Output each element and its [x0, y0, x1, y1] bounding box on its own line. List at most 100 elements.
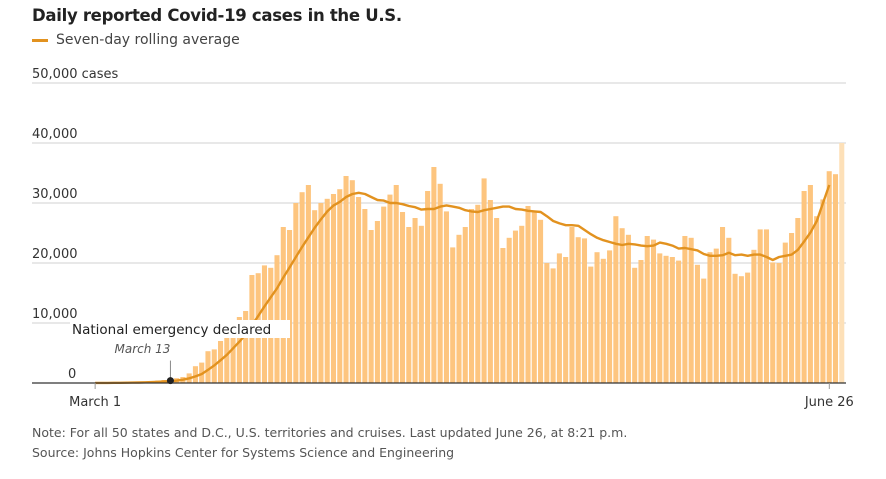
- source-text: Source: Johns Hopkins Center for Systems…: [32, 445, 455, 460]
- bar: [487, 200, 493, 383]
- annotation-label-bg: [70, 320, 290, 338]
- bar: [312, 210, 318, 383]
- y-tick-label: 0: [68, 367, 76, 382]
- bar: [745, 272, 751, 383]
- chart-title: Daily reported Covid-19 cases in the U.S…: [32, 6, 402, 25]
- bar: [399, 212, 406, 383]
- bar: [538, 219, 544, 383]
- bar: [324, 198, 330, 383]
- bar: [236, 317, 242, 383]
- bar: [431, 167, 437, 383]
- bar: [318, 203, 324, 383]
- rolling-average-line: [95, 184, 831, 385]
- bar: [575, 237, 581, 383]
- bar: [832, 174, 839, 383]
- bar: [657, 253, 663, 383]
- bar: [381, 206, 387, 383]
- bar: [701, 278, 707, 383]
- y-tick-label: 40,000: [32, 127, 78, 142]
- bar: [305, 185, 311, 383]
- bar: [343, 176, 349, 383]
- bar: [356, 197, 362, 383]
- annotation-date: March 13: [115, 342, 171, 356]
- bar: [330, 194, 337, 383]
- bar: [632, 267, 638, 383]
- bar: [720, 227, 726, 383]
- bar: [807, 185, 813, 383]
- bar: [205, 351, 211, 383]
- bar: [789, 233, 795, 383]
- bar: [368, 230, 374, 383]
- bar: [726, 237, 732, 383]
- y-tick-label: 20,000: [32, 247, 78, 262]
- bar: [531, 210, 537, 383]
- bar: [757, 229, 763, 383]
- bar: [751, 249, 757, 383]
- annotation-label: National emergency declared: [72, 322, 271, 338]
- bar: [481, 178, 487, 383]
- bar: [506, 237, 512, 383]
- bar: [839, 143, 845, 383]
- bar: [224, 335, 230, 383]
- bar: [826, 171, 832, 383]
- bar: [550, 268, 556, 383]
- bar: [682, 236, 688, 383]
- bar: [763, 229, 769, 383]
- bar: [337, 189, 343, 383]
- bar: [349, 180, 355, 383]
- bar: [425, 191, 431, 383]
- bar: [494, 218, 500, 383]
- bar: [362, 209, 368, 383]
- bar: [274, 255, 280, 383]
- bar: [512, 230, 518, 383]
- bar: [770, 262, 776, 383]
- bar: [475, 204, 481, 383]
- bar: [525, 206, 531, 383]
- bar: [299, 192, 305, 383]
- legend: Seven-day rolling average: [32, 32, 240, 48]
- bar: [456, 234, 462, 383]
- legend-line-swatch: [32, 38, 48, 42]
- bar: [600, 258, 606, 383]
- bar: [406, 227, 412, 383]
- bar: [287, 230, 293, 383]
- bar: [638, 260, 644, 383]
- bar: [776, 263, 782, 383]
- bar: [462, 227, 468, 383]
- bar: [412, 218, 418, 383]
- bar: [619, 228, 625, 383]
- bar: [613, 216, 619, 383]
- bar: [588, 266, 594, 383]
- bar: [594, 252, 600, 383]
- bar: [387, 194, 393, 383]
- bar: [280, 227, 286, 383]
- bar: [782, 242, 788, 383]
- y-tick-label: 10,000: [32, 307, 78, 322]
- bar: [663, 255, 669, 383]
- bar: [738, 276, 744, 383]
- bar: [694, 264, 700, 383]
- annotation-marker: [166, 377, 174, 385]
- bar: [820, 199, 826, 383]
- bar: [688, 237, 694, 383]
- x-tick-label: March 1: [69, 395, 121, 410]
- bar: [192, 366, 198, 383]
- bar: [563, 257, 569, 383]
- bar: [450, 247, 456, 383]
- bar: [443, 211, 449, 383]
- bar: [374, 221, 380, 383]
- bar: [644, 236, 650, 383]
- bar: [230, 324, 236, 383]
- bar: [418, 225, 424, 383]
- bar: [218, 341, 224, 383]
- bar: [707, 252, 713, 383]
- bar: [676, 260, 682, 383]
- bar: [556, 253, 562, 383]
- bar: [669, 257, 675, 383]
- bar: [544, 263, 550, 383]
- bar: [519, 225, 525, 383]
- bar: [469, 209, 475, 383]
- bar: [732, 273, 738, 383]
- bar: [437, 183, 443, 383]
- bar: [795, 218, 801, 383]
